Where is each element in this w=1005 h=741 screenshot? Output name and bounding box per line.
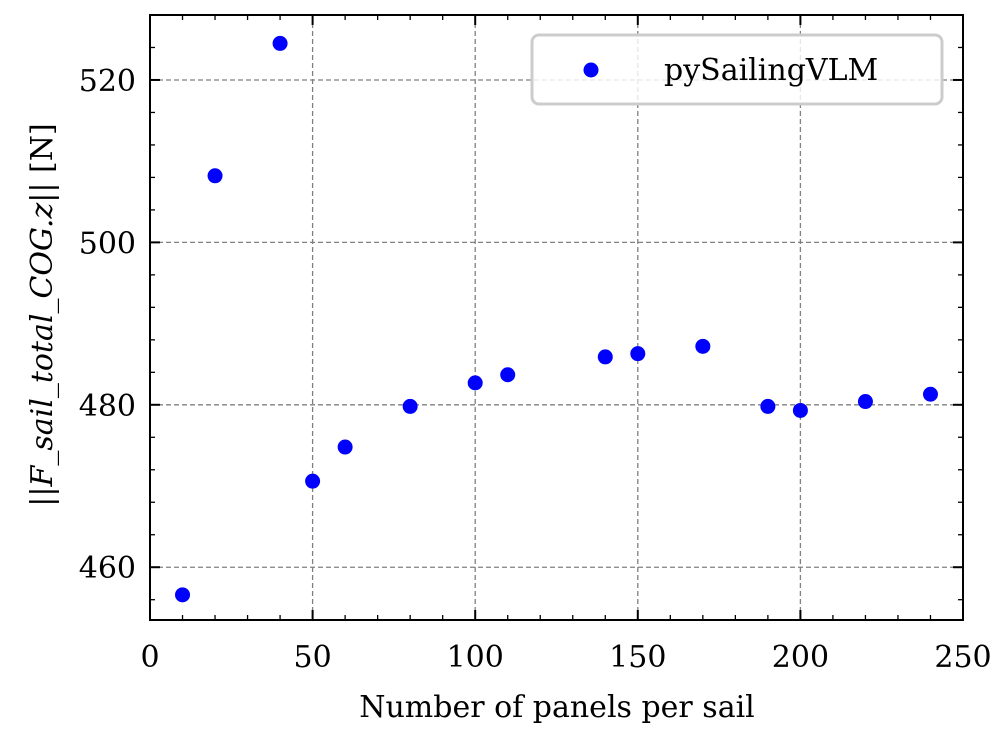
data-point [207, 168, 223, 184]
x-tick-label: 150 [609, 640, 666, 675]
data-point [792, 402, 808, 418]
data-point [857, 394, 873, 410]
data-point [500, 367, 516, 383]
y-tick-label: 480 [79, 389, 136, 424]
data-point [337, 439, 353, 455]
x-tick-label: 50 [294, 640, 332, 675]
data-point [175, 587, 191, 603]
data-point [695, 338, 711, 354]
x-axis-label: Number of panels per sail [359, 690, 755, 725]
y-axis-label: ||F_sail_total_COG.z|| [N] [25, 123, 60, 506]
y-tick-label: 520 [79, 64, 136, 99]
data-point [467, 375, 483, 391]
plot-frame [149, 14, 964, 621]
data-points [175, 35, 938, 603]
x-tick-labels: 0 50 100 150 200 250 [140, 640, 991, 675]
y-tick-labels: 460 480 500 520 [79, 64, 136, 586]
x-tick-label: 200 [772, 640, 829, 675]
data-point [922, 386, 938, 402]
legend-label-pysailingvlm: pySailingVLM [664, 53, 878, 88]
x-tick-label: 250 [934, 640, 991, 675]
x-tick-label: 100 [447, 640, 504, 675]
data-point [597, 349, 613, 365]
y-axis-label-math: F_sail_total_COG.z [25, 203, 60, 488]
y-tick-label: 460 [79, 551, 136, 586]
legend: pySailingVLM [530, 33, 944, 106]
data-point [630, 346, 646, 362]
x-tick-label: 0 [140, 640, 159, 675]
y-axis-label-close: || [N] [25, 123, 60, 202]
data-point [760, 398, 776, 414]
data-point [305, 473, 321, 489]
data-point [272, 35, 288, 51]
legend-marker [583, 62, 599, 78]
minor-ticks [150, 14, 963, 620]
y-tick-label: 500 [79, 226, 136, 261]
grid-lines [149, 15, 964, 620]
legend-box [530, 33, 944, 106]
data-point [402, 398, 418, 414]
y-axis-label-open: || [25, 486, 60, 506]
major-ticks [149, 15, 964, 620]
